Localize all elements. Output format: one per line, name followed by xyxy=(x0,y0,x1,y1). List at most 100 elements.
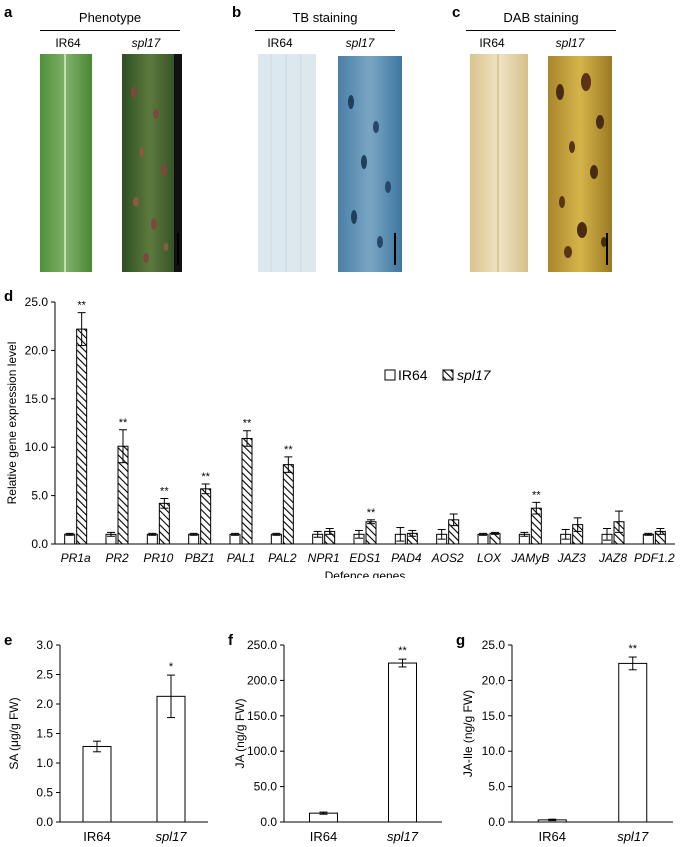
panel-letter-a: a xyxy=(4,4,13,21)
panel-a-title-line xyxy=(40,30,180,31)
y-tick-label-d: 20.0 xyxy=(25,343,49,357)
x-tick-label-JAZ8: JAZ8 xyxy=(598,551,627,565)
x-tick-label-PR1a: PR1a xyxy=(61,551,91,565)
significance-mark-PR2: ** xyxy=(119,417,128,429)
chart-defence-genes: 0.0 5.0 10.0 15.0 20.0 25.0 ** PR1a ** PR2 ** PR10 *… xyxy=(5,295,675,578)
x-tick-label-JAMyB: JAMyB xyxy=(510,551,549,565)
x-tick-label-PAL1: PAL1 xyxy=(227,551,255,565)
y-tick-label-e: 1.5 xyxy=(36,727,53,741)
x-tick-label-LOX: LOX xyxy=(477,551,502,565)
panel-letter-g: g xyxy=(456,632,466,649)
y-tick-label-e: 1.0 xyxy=(36,756,53,770)
panel-b-title-line xyxy=(255,30,395,31)
leaf-spl17-dab xyxy=(548,56,612,272)
panel-letter-c: c xyxy=(452,4,461,21)
chart-sa: 0.0 0.5 1.0 1.5 2.0 2.5 3.0 IR64 * spl17 SA (μg/g … xyxy=(7,638,208,844)
panel-c-scale-bar xyxy=(606,233,608,265)
legend-swatch-ir64 xyxy=(384,369,396,381)
x-axis-label-d: Defence genes xyxy=(325,569,406,578)
bar-spl17-PBZ1 xyxy=(200,488,212,545)
leaf-ir64-tb xyxy=(258,54,316,272)
significance-mark-PR10: ** xyxy=(160,486,169,498)
x-tick-label-g-IR64: IR64 xyxy=(539,829,566,844)
panel-a-scale-bar xyxy=(177,233,179,265)
x-tick-label-PAL2: PAL2 xyxy=(268,551,297,565)
bar-spl17-PR1a xyxy=(76,328,88,545)
panel-c-label-spl17: spl17 xyxy=(555,36,585,50)
significance-mark-PR1a: ** xyxy=(77,300,86,312)
y-tick-label-g: 20.0 xyxy=(482,673,506,687)
panel-c-title-line xyxy=(466,30,616,31)
x-tick-label-PBZ1: PBZ1 xyxy=(185,551,215,565)
legend-swatch-spl17 xyxy=(442,369,454,381)
significance-mark-JAMyB: ** xyxy=(532,489,541,501)
y-tick-label-g: 25.0 xyxy=(482,638,506,652)
y-tick-label-f: 200.0 xyxy=(247,673,277,687)
y-tick-label-e: 2.0 xyxy=(36,697,53,711)
y-tick-label-g: 10.0 xyxy=(482,744,506,758)
panel-b-label-spl17: spl17 xyxy=(345,36,375,50)
x-tick-label-f-IR64: IR64 xyxy=(310,829,337,844)
x-tick-label-PDF1.2: PDF1.2 xyxy=(634,551,675,565)
panel-c-label-ir64: IR64 xyxy=(479,36,505,50)
y-tick-label-e: 3.0 xyxy=(36,638,53,652)
y-tick-label-g: 0.0 xyxy=(488,815,505,829)
x-tick-label-e-IR64: IR64 xyxy=(83,829,110,844)
x-tick-label-JAZ3: JAZ3 xyxy=(557,551,586,565)
x-tick-label-e-spl17: spl17 xyxy=(155,829,187,844)
y-tick-label-e: 2.5 xyxy=(36,668,53,682)
x-tick-label-PR10: PR10 xyxy=(143,551,173,565)
dab-staining-leaf-images xyxy=(470,54,612,272)
y-tick-label-f: 50.0 xyxy=(254,780,278,794)
y-tick-label-f: 100.0 xyxy=(247,744,277,758)
panel-letter-b: b xyxy=(232,4,242,21)
leaf-ir64-dab xyxy=(470,54,528,272)
panel-letter-e: e xyxy=(4,632,13,649)
significance-mark-PAL1: ** xyxy=(243,418,252,430)
panel-letter-d: d xyxy=(4,288,14,305)
panel-b-title: TB staining xyxy=(292,10,358,25)
y-axis-label-d: Relative gene expression level xyxy=(5,342,19,505)
x-tick-label-f-spl17: spl17 xyxy=(387,829,419,844)
leaf-spl17-phenotype xyxy=(122,54,182,272)
y-tick-label-f: 0.0 xyxy=(260,815,277,829)
panel-a-title: Phenotype xyxy=(78,10,142,25)
x-tick-label-PAD4: PAD4 xyxy=(391,551,422,565)
y-tick-label-g: 5.0 xyxy=(488,780,505,794)
y-axis-label-g: JA-Ile (ng/g FW) xyxy=(461,690,475,777)
y-tick-label-e: 0.5 xyxy=(36,786,53,800)
chart-ja: 0.0 50.0 100.0 150.0 200.0 250.0 IR64 ** spl17 JA… xyxy=(233,638,442,844)
significance-mark-PAL2: ** xyxy=(284,444,293,456)
y-tick-label-d: 10.0 xyxy=(25,440,49,454)
bar-e-IR64 xyxy=(82,745,112,823)
panel-b-scale-bar xyxy=(394,233,396,265)
leaf-ir64-phenotype xyxy=(40,54,92,272)
x-tick-label-PR2: PR2 xyxy=(105,551,129,565)
bar-spl17-PAL1 xyxy=(241,437,253,545)
y-tick-label-f: 250.0 xyxy=(247,638,277,652)
significance-mark-f-spl17: ** xyxy=(398,645,407,657)
panel-b-label-ir64: IR64 xyxy=(267,36,293,50)
bar-spl17-PAL2 xyxy=(282,464,294,545)
bar-spl17-PR10 xyxy=(158,502,170,545)
y-tick-label-d: 15.0 xyxy=(25,392,49,406)
tb-staining-leaf-images xyxy=(258,54,402,272)
panel-a-label-ir64: IR64 xyxy=(55,36,81,50)
panel-c-title: DAB staining xyxy=(503,10,579,25)
chart-ja-ile: 0.0 5.0 10.0 15.0 20.0 25.0 IR64 ** spl17 JA-Ile … xyxy=(461,638,673,844)
y-tick-label-d: 0.0 xyxy=(31,537,48,551)
y-tick-label-g: 15.0 xyxy=(482,709,506,723)
y-axis-label-e: SA (μg/g FW) xyxy=(7,697,21,769)
x-tick-label-AOS2: AOS2 xyxy=(431,551,464,565)
significance-mark-EDS1: ** xyxy=(367,507,376,519)
significance-mark-PBZ1: ** xyxy=(201,471,210,483)
legend-label-ir64: IR64 xyxy=(398,367,428,383)
significance-mark-g-spl17: ** xyxy=(628,643,637,655)
phenotype-leaf-images xyxy=(40,54,182,272)
leaf-spl17-tb xyxy=(338,56,402,272)
y-tick-label-d: 5.0 xyxy=(31,489,48,503)
bar-spl17-EDS1 xyxy=(365,521,377,545)
y-axis-label-f: JA (ng/g FW) xyxy=(233,698,247,768)
x-tick-label-g-spl17: spl17 xyxy=(617,829,649,844)
significance-mark-e-spl17: * xyxy=(169,661,174,673)
